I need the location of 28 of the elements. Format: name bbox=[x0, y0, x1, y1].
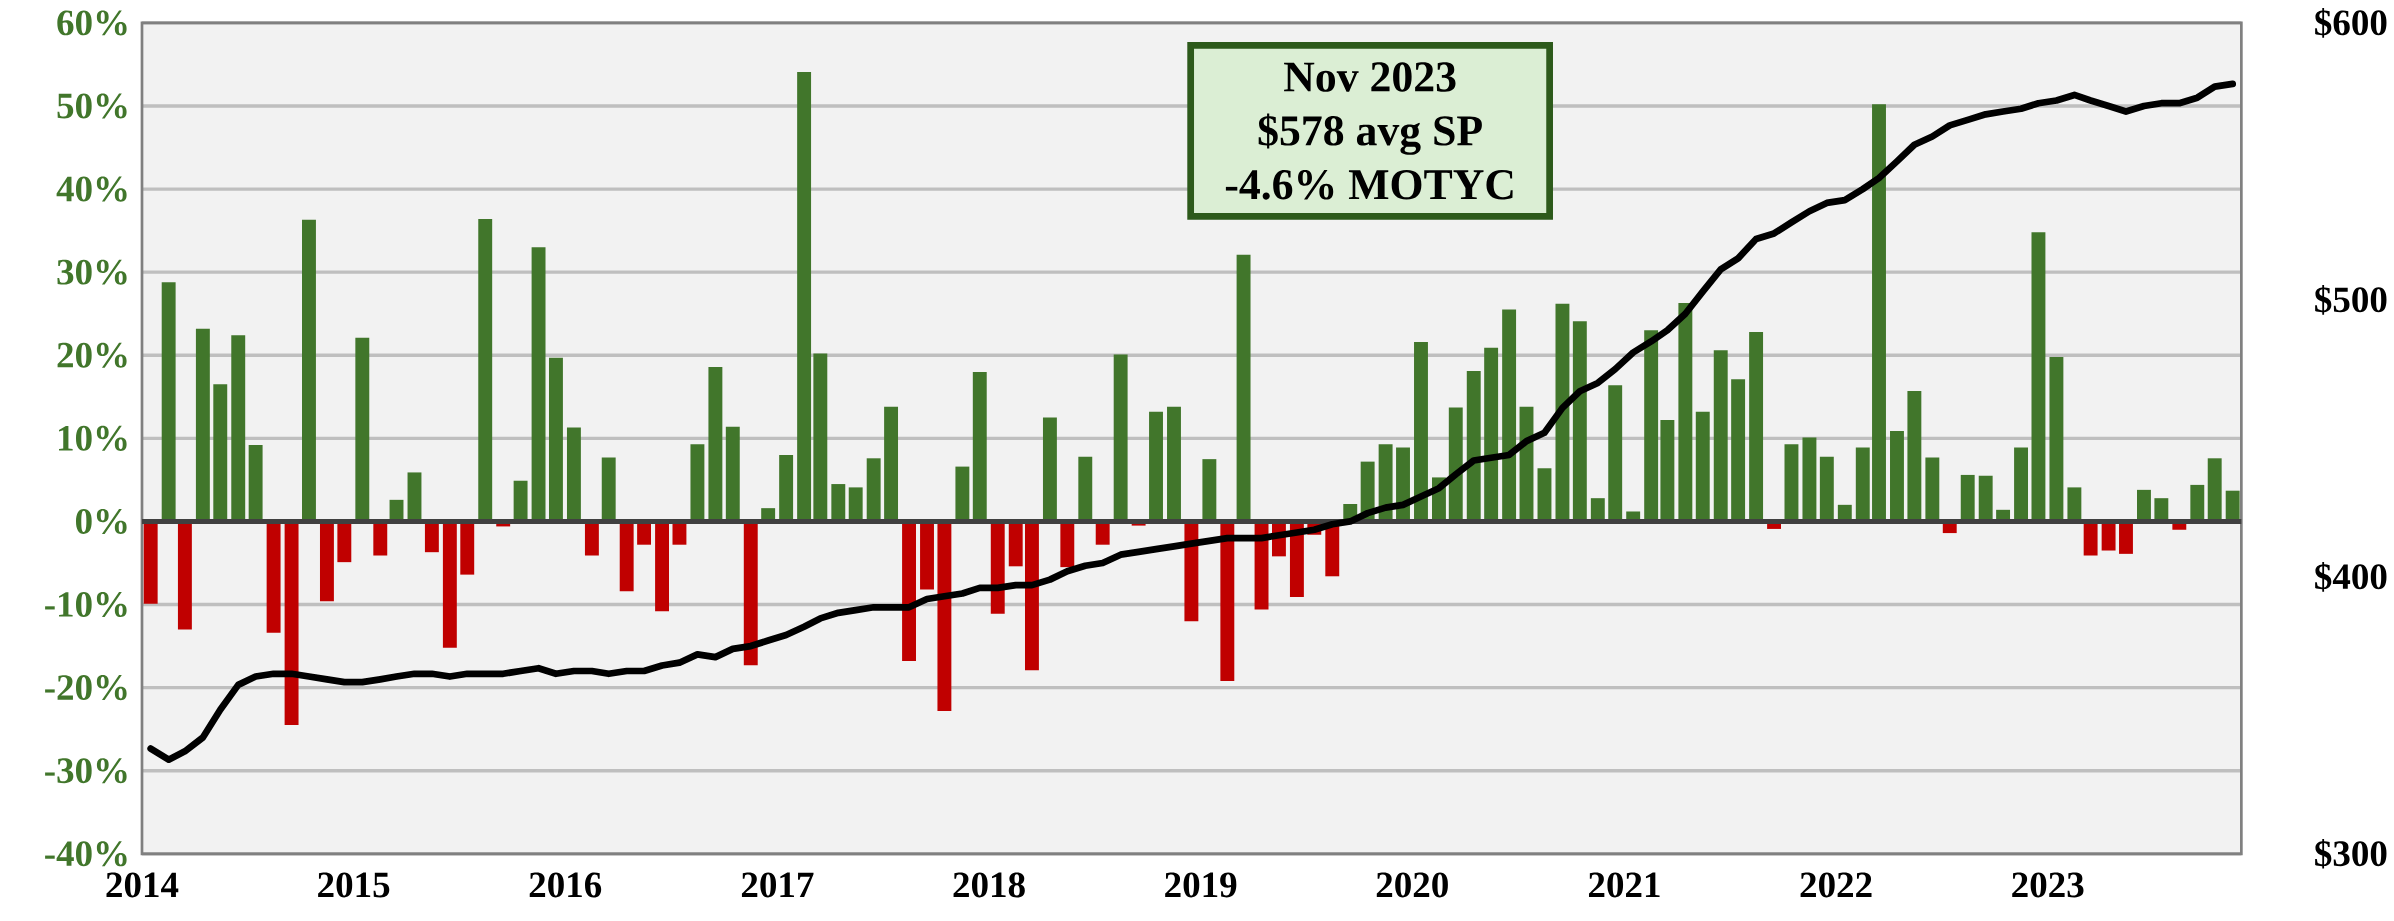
y2-tick-label: $400 bbox=[2315, 562, 2387, 592]
y2-tick-label: $500 bbox=[2315, 285, 2387, 315]
x-tick-label: 2014 bbox=[106, 872, 179, 898]
x-tick-label: 2017 bbox=[741, 872, 814, 898]
y-tick-label: 60% bbox=[57, 10, 127, 36]
y2-tick-label: $600 bbox=[2315, 8, 2387, 38]
x-tick-label: 2021 bbox=[1588, 872, 1660, 898]
y-tick-label: 40% bbox=[56, 176, 127, 202]
y-tick-label: -10% bbox=[45, 592, 127, 618]
y-tick-label: 0% bbox=[76, 508, 127, 534]
y-tick-label: 50% bbox=[57, 93, 127, 119]
x-tick-label: 2016 bbox=[529, 872, 602, 898]
y-tick-label: -40% bbox=[45, 841, 127, 867]
y-tick-label: 30% bbox=[57, 259, 127, 285]
x-tick-label: 2019 bbox=[1165, 872, 1237, 898]
y-tick-label: -30% bbox=[45, 758, 127, 784]
x-tick-label: 2015 bbox=[318, 872, 390, 898]
y-tick-label: 20% bbox=[57, 342, 127, 368]
y-tick-label: -20% bbox=[45, 675, 127, 701]
annotation: Nov 2023 bbox=[1284, 62, 1456, 92]
y-tick-label: 10% bbox=[59, 425, 127, 451]
x-tick-label: 2023 bbox=[2012, 872, 2084, 898]
x-tick-label: 2018 bbox=[953, 872, 1025, 898]
annotation: -4.6% MOTYC bbox=[1225, 169, 1513, 200]
y2-tick-label: $300 bbox=[2315, 838, 2387, 869]
annotation: $578 avg SP bbox=[1258, 113, 1482, 155]
x-tick-label: 2020 bbox=[1376, 872, 1448, 898]
x-tick-label: 2022 bbox=[1800, 872, 1872, 898]
